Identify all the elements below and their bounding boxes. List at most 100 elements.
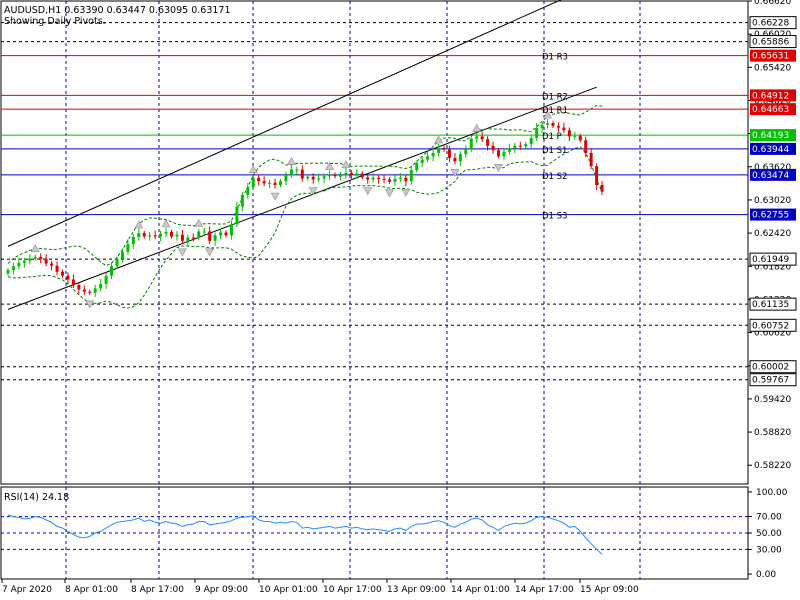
fractal-up-marker xyxy=(161,219,171,228)
price-tag-box-0 xyxy=(749,16,797,30)
fractal-up-marker xyxy=(30,244,40,253)
rsi-tick-label-1: 70.00 xyxy=(756,513,782,523)
time-tick-label-9: 15 Apr 09:00 xyxy=(580,585,639,595)
price-tag-bg-3 xyxy=(750,129,796,142)
envelope-lower-band xyxy=(7,146,603,309)
candle-body xyxy=(115,258,119,267)
candle-body xyxy=(573,135,577,137)
rsi-tick-label-4: 0.00 xyxy=(756,570,776,580)
candle-body xyxy=(257,177,261,182)
candle-body xyxy=(50,263,54,266)
candle-body xyxy=(126,244,130,252)
candle-body xyxy=(491,145,495,151)
candle-body xyxy=(578,135,582,141)
price-tick-label-14: 0.58220 xyxy=(754,461,791,471)
candle-body xyxy=(567,130,571,137)
fractal-down-marker xyxy=(493,163,504,172)
fractal-up-marker xyxy=(134,220,144,229)
price-tag-pivot-1: 0.64912 xyxy=(752,91,789,101)
price-tag-bg-2 xyxy=(750,103,796,116)
candle-body xyxy=(393,178,397,182)
price-tag-bg-0 xyxy=(750,49,796,62)
fractal-down-marker xyxy=(401,188,411,197)
price-tick-label-10: 0.60620 xyxy=(754,329,791,339)
price-tick-label-2: 0.65420 xyxy=(754,63,791,73)
candle-body xyxy=(6,270,10,274)
candle-body xyxy=(507,148,511,152)
price-tag-pivot-6: 0.62755 xyxy=(752,211,789,221)
candle-body xyxy=(382,178,386,180)
candle-body xyxy=(197,231,201,239)
candle-body xyxy=(447,149,451,158)
candle-body xyxy=(464,149,468,155)
price-tick-label-5: 0.63620 xyxy=(754,163,791,173)
candle-body xyxy=(28,258,32,261)
candle-body xyxy=(77,285,81,290)
candlesticks xyxy=(6,118,604,297)
candle-body xyxy=(600,185,604,192)
candle-body xyxy=(186,237,190,241)
price-tags: 0.65631 0.64912 0.64663 0.64193 0.63944 0.634… xyxy=(749,16,797,387)
rsi-axis: 100.00 70.00 50.00 30.00 0.00 xyxy=(748,488,788,580)
candle-body xyxy=(39,256,43,260)
candle-body xyxy=(240,194,244,207)
candle-body xyxy=(535,128,539,139)
candle-body xyxy=(82,289,86,292)
candle-body xyxy=(142,233,146,237)
candle-body xyxy=(453,157,457,162)
candle-body xyxy=(371,177,375,180)
price-tag-box-1 xyxy=(749,35,797,49)
candle-body xyxy=(311,176,315,180)
candle-body xyxy=(153,235,157,237)
candle-body xyxy=(317,178,321,180)
candle-body xyxy=(208,231,212,241)
candle-body xyxy=(202,231,206,233)
candle-body xyxy=(431,152,435,157)
time-tick-label-3: 9 Apr 09:00 xyxy=(195,585,248,595)
fractal-down-marker xyxy=(85,300,95,309)
rsi-series-line xyxy=(7,514,603,555)
candle-body xyxy=(44,259,48,264)
channel-lower-line xyxy=(7,86,597,310)
price-tag-bg-4 xyxy=(750,142,796,155)
price-tag-box-6 xyxy=(749,373,797,387)
candle-body xyxy=(289,169,293,176)
price-tick-label-0: 0.66620 xyxy=(754,0,791,7)
candle-body xyxy=(159,233,163,237)
price-tag-box-4 xyxy=(749,318,797,332)
candle-body xyxy=(61,271,64,276)
time-tick-label-1: 8 Apr 01:00 xyxy=(65,585,118,595)
candle-body xyxy=(524,144,528,147)
pivot-labels: D1 R3 D1 R2 D1 R1 D1 P D1 S1 D1 S2 D1 S3 xyxy=(542,53,568,222)
time-tick-label-5: 10 Apr 17:00 xyxy=(323,585,382,595)
candle-body xyxy=(480,136,484,140)
fractal-up-marker xyxy=(194,218,204,227)
price-tag-pivot-4: 0.63944 xyxy=(752,145,789,155)
fractal-up-marker xyxy=(341,160,351,169)
candle-body xyxy=(66,275,70,280)
candle-body xyxy=(191,237,195,239)
rsi-tick-label-0: 100.00 xyxy=(756,488,788,498)
candle-body xyxy=(469,138,473,150)
candle-body xyxy=(426,156,430,160)
price-tag-level-1: 0.65886 xyxy=(752,38,789,48)
candle-body xyxy=(589,152,593,167)
candle-body xyxy=(458,154,462,162)
price-tag-box-2 xyxy=(749,252,797,266)
envelope-bands xyxy=(7,104,603,309)
price-tag-bg-6 xyxy=(750,208,796,221)
candle-body xyxy=(224,232,228,236)
candle-body xyxy=(148,235,152,237)
candle-body xyxy=(420,159,424,163)
candle-body xyxy=(551,123,555,126)
candle-body xyxy=(502,151,506,157)
candle-body xyxy=(137,233,141,237)
candle-body xyxy=(71,279,75,286)
price-tick-label-6: 0.63020 xyxy=(754,196,791,206)
fractal-up-marker xyxy=(286,156,296,165)
candle-body xyxy=(584,140,588,153)
candle-body xyxy=(120,251,124,259)
candle-body xyxy=(295,169,299,171)
candle-body xyxy=(486,139,490,146)
